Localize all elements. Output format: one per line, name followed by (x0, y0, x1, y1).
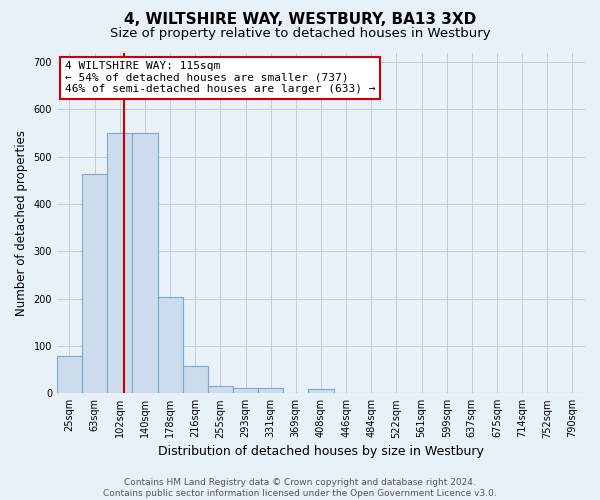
Text: Contains HM Land Registry data © Crown copyright and database right 2024.
Contai: Contains HM Land Registry data © Crown c… (103, 478, 497, 498)
X-axis label: Distribution of detached houses by size in Westbury: Distribution of detached houses by size … (158, 444, 484, 458)
Bar (57, 356, 82, 393)
Bar (133, 133, 158, 393)
Text: 4 WILTSHIRE WAY: 115sqm
← 54% of detached houses are smaller (737)
46% of semi-d: 4 WILTSHIRE WAY: 115sqm ← 54% of detache… (65, 61, 376, 94)
Y-axis label: Number of detached properties: Number of detached properties (15, 130, 28, 316)
Bar (208, 386, 233, 393)
Bar (258, 388, 283, 393)
Bar (107, 133, 133, 393)
Bar (233, 388, 258, 393)
Bar (158, 297, 182, 393)
Bar (82, 174, 107, 393)
Text: Size of property relative to detached houses in Westbury: Size of property relative to detached ho… (110, 28, 490, 40)
Bar (308, 390, 334, 393)
Text: 4, WILTSHIRE WAY, WESTBURY, BA13 3XD: 4, WILTSHIRE WAY, WESTBURY, BA13 3XD (124, 12, 476, 28)
Bar (182, 366, 208, 393)
